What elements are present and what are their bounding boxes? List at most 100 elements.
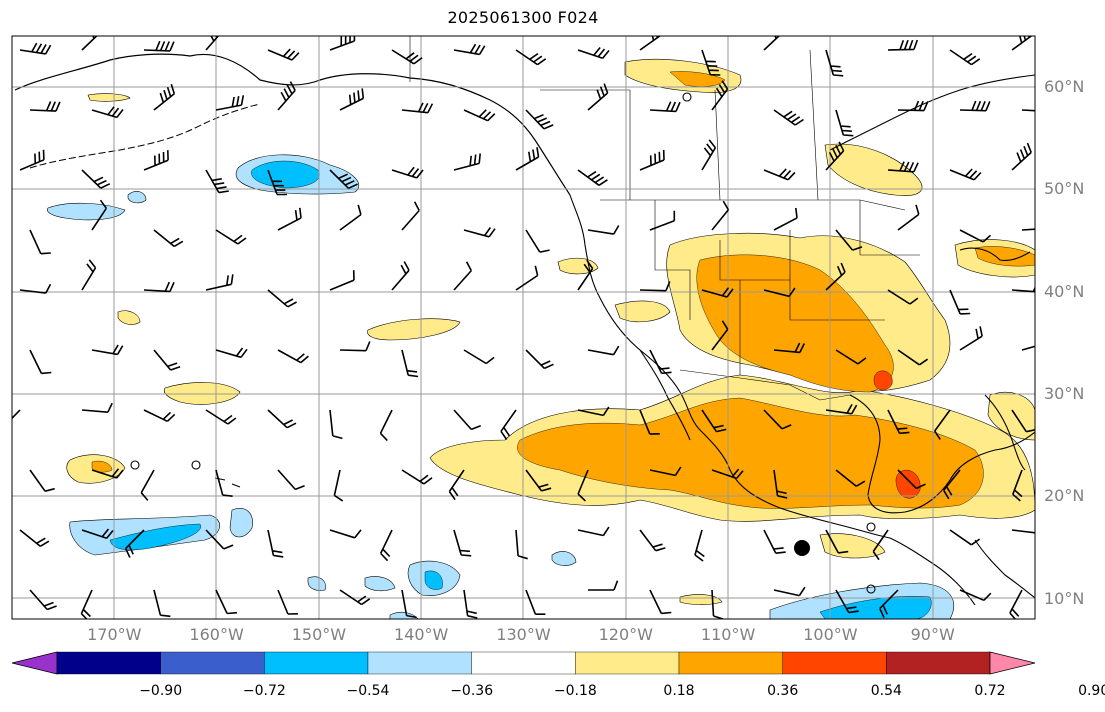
wind-barb bbox=[711, 468, 744, 480]
lon-label: 170°W bbox=[87, 625, 142, 644]
wind-barb bbox=[949, 529, 981, 546]
wind-barb bbox=[329, 270, 355, 291]
wind-barb bbox=[143, 150, 169, 171]
alaska-coastline bbox=[14, 53, 571, 196]
positive-patch-hudson bbox=[824, 143, 923, 196]
wind-barb bbox=[525, 109, 554, 130]
wind-barb bbox=[587, 83, 609, 111]
wind-barb bbox=[1009, 589, 1023, 619]
lat-label: 40°N bbox=[1044, 281, 1085, 301]
neg-deep-pacific-17n bbox=[109, 523, 201, 551]
wind-barb bbox=[577, 259, 594, 291]
colorbar-tick-label: 0.18 bbox=[663, 683, 695, 699]
aleutian-islands bbox=[29, 103, 261, 169]
wind-barb bbox=[81, 169, 111, 189]
wind-barb bbox=[1011, 286, 1035, 293]
wind-barb bbox=[897, 349, 929, 366]
wind-barb bbox=[19, 283, 52, 294]
colorbar-tick-label: 0.72 bbox=[974, 683, 1006, 699]
wind-barb bbox=[12, 409, 21, 420]
wind-barb bbox=[649, 210, 676, 231]
colorbar-tick-label: 0.54 bbox=[870, 683, 902, 699]
wind-barb bbox=[515, 265, 539, 291]
wind-barb bbox=[649, 466, 682, 477]
wind-barb bbox=[1011, 36, 1033, 51]
wind-barb bbox=[897, 100, 929, 112]
wind-barb bbox=[391, 261, 410, 291]
wind-barb bbox=[215, 469, 233, 497]
colorbar-tick-label: −0.90 bbox=[139, 683, 183, 699]
wind-barb bbox=[91, 344, 124, 356]
wind-barb bbox=[81, 36, 98, 51]
wind-barb bbox=[215, 95, 245, 111]
wind-barb bbox=[153, 589, 171, 618]
wind-barb bbox=[701, 409, 727, 433]
wind-barb bbox=[329, 409, 343, 440]
lat-label: 50°N bbox=[1044, 179, 1085, 199]
hawaii-island-1 bbox=[130, 460, 140, 470]
wind-barb bbox=[277, 589, 298, 615]
wind-barb bbox=[649, 349, 672, 375]
wind-barb bbox=[825, 529, 849, 554]
wind-barb bbox=[577, 46, 610, 59]
wind-barb bbox=[649, 101, 681, 113]
wind-barb bbox=[872, 529, 889, 561]
wind-barb bbox=[143, 281, 175, 293]
negative-patch-pacific-14n bbox=[551, 551, 577, 566]
wind-barb bbox=[763, 168, 796, 181]
wind-barb bbox=[267, 169, 288, 196]
wind-barb bbox=[773, 109, 804, 126]
wind-barb bbox=[577, 406, 610, 417]
lat-label: 10°N bbox=[1044, 588, 1085, 608]
lat-label: 20°N bbox=[1044, 486, 1085, 506]
wind-barbs bbox=[12, 36, 1035, 619]
wind-barb bbox=[711, 80, 729, 111]
wind-barb bbox=[143, 409, 176, 423]
florida-coast bbox=[984, 394, 1026, 471]
wind-barb bbox=[525, 349, 554, 370]
wind-barb bbox=[959, 229, 992, 243]
wind-barb bbox=[463, 227, 496, 238]
wind-barb bbox=[205, 36, 220, 51]
positive-patch-pacific-35n bbox=[367, 318, 461, 341]
central-america bbox=[974, 539, 1035, 599]
colorbar-box bbox=[264, 651, 369, 675]
coastlines bbox=[14, 53, 1035, 606]
west-coast bbox=[569, 194, 976, 606]
great-lakes bbox=[959, 247, 1031, 262]
wind-barb bbox=[763, 409, 792, 430]
wind-barb bbox=[587, 345, 620, 356]
neg-deep-gulf-alaska bbox=[251, 160, 320, 189]
wind-barb bbox=[887, 161, 919, 173]
wind-barb bbox=[401, 201, 420, 231]
wind-barb bbox=[391, 49, 423, 65]
colorbar-box bbox=[886, 651, 991, 675]
hawaii-island-2 bbox=[191, 460, 201, 470]
wind-barb bbox=[401, 589, 417, 619]
lat-label: 60°N bbox=[1044, 77, 1085, 97]
wind-barb bbox=[339, 589, 371, 606]
wind-barb bbox=[525, 469, 552, 492]
wind-barb bbox=[453, 529, 472, 557]
wind-barb bbox=[19, 42, 52, 55]
colorbar-tick-label: −0.36 bbox=[450, 683, 494, 699]
wind-barb bbox=[515, 529, 528, 560]
wind-barb bbox=[205, 409, 237, 425]
state-lines-1 bbox=[654, 200, 920, 375]
wind-barb bbox=[701, 287, 734, 298]
wind-barb bbox=[153, 84, 176, 111]
wind-barb bbox=[1011, 409, 1035, 433]
wind-barb bbox=[763, 36, 781, 51]
colorbar-box bbox=[782, 651, 887, 675]
wind-barb bbox=[379, 529, 393, 562]
field-contours bbox=[47, 58, 1035, 619]
lon-label: 120°W bbox=[598, 625, 653, 644]
wind-barb bbox=[897, 204, 920, 231]
wind-barb bbox=[29, 229, 51, 255]
colorbar-tick-label: −0.54 bbox=[346, 683, 390, 699]
wind-barb bbox=[711, 320, 729, 351]
wind-barb bbox=[525, 589, 546, 615]
wind-barb bbox=[825, 49, 844, 77]
lon-label: 130°W bbox=[496, 625, 551, 644]
canada-provinces bbox=[540, 49, 819, 201]
